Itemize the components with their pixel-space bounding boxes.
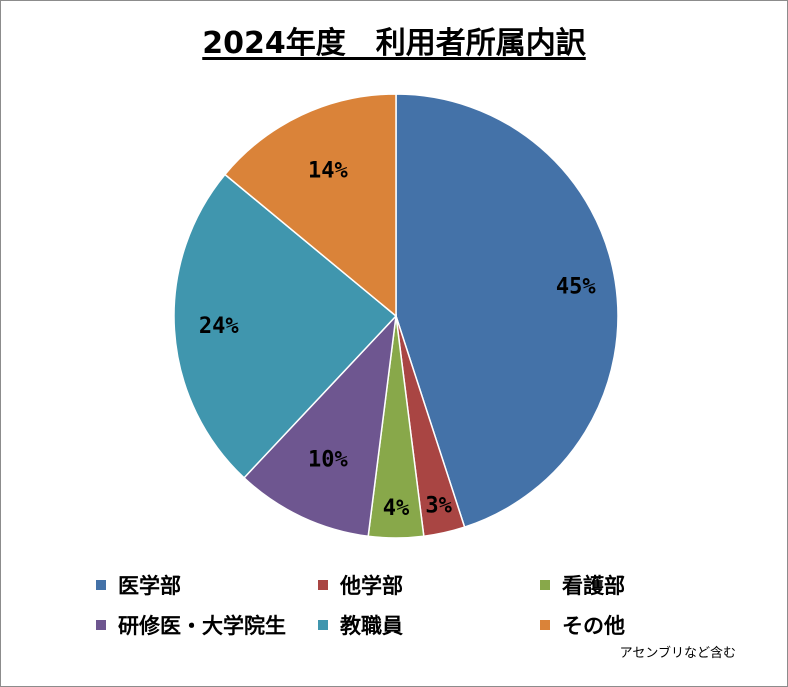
data-label-kyoshokuin: 24% xyxy=(199,314,239,339)
legend-swatch-kangobu xyxy=(540,580,550,590)
legend-item-kangobu: 看護部 xyxy=(540,570,625,600)
pie-slice-kenshui xyxy=(242,313,398,538)
legend-swatch-sonota xyxy=(540,620,550,630)
legend-label-kyoshokuin: 教職員 xyxy=(340,614,403,638)
pie-slice-igakubu xyxy=(395,93,619,529)
pie-slice-kyoshokuin xyxy=(173,173,398,479)
legend-item-igakubu: 医学部 xyxy=(96,570,181,600)
legend-swatch-kenshui xyxy=(96,620,106,630)
legend-item-kyoshokuin: 教職員 xyxy=(318,610,403,640)
legend-label-kangobu: 看護部 xyxy=(562,574,625,598)
legend-label-sonota: その他 xyxy=(562,614,625,638)
data-label-igakubu: 45% xyxy=(556,275,596,300)
pie-slice-sonota xyxy=(223,93,397,318)
legend-label-tagakubu: 他学部 xyxy=(340,574,403,598)
legend-swatch-kyoshokuin xyxy=(318,620,328,630)
legend-label-igakubu: 医学部 xyxy=(118,574,181,598)
data-label-kangobu: 4% xyxy=(383,496,410,521)
footnote: アセンブリなど含む xyxy=(619,646,736,661)
legend-item-kenshui: 研修医・大学院生 xyxy=(96,610,286,640)
chart-legend: 医学部 他学部 看護部 研修医・大学院生 教職員 その他 xyxy=(96,570,736,650)
legend-label-kenshui: 研修医・大学院生 xyxy=(118,614,286,638)
legend-item-tagakubu: 他学部 xyxy=(318,570,403,600)
data-label-sonota: 14% xyxy=(308,158,348,183)
legend-swatch-igakubu xyxy=(96,580,106,590)
data-label-kenshui: 10% xyxy=(308,448,348,473)
data-label-tagakubu: 3% xyxy=(425,494,452,519)
legend-swatch-tagakubu xyxy=(318,580,328,590)
chart-title: 2024年度 利用者所属内訳 xyxy=(202,26,586,61)
legend-item-sonota: その他 xyxy=(540,610,625,640)
